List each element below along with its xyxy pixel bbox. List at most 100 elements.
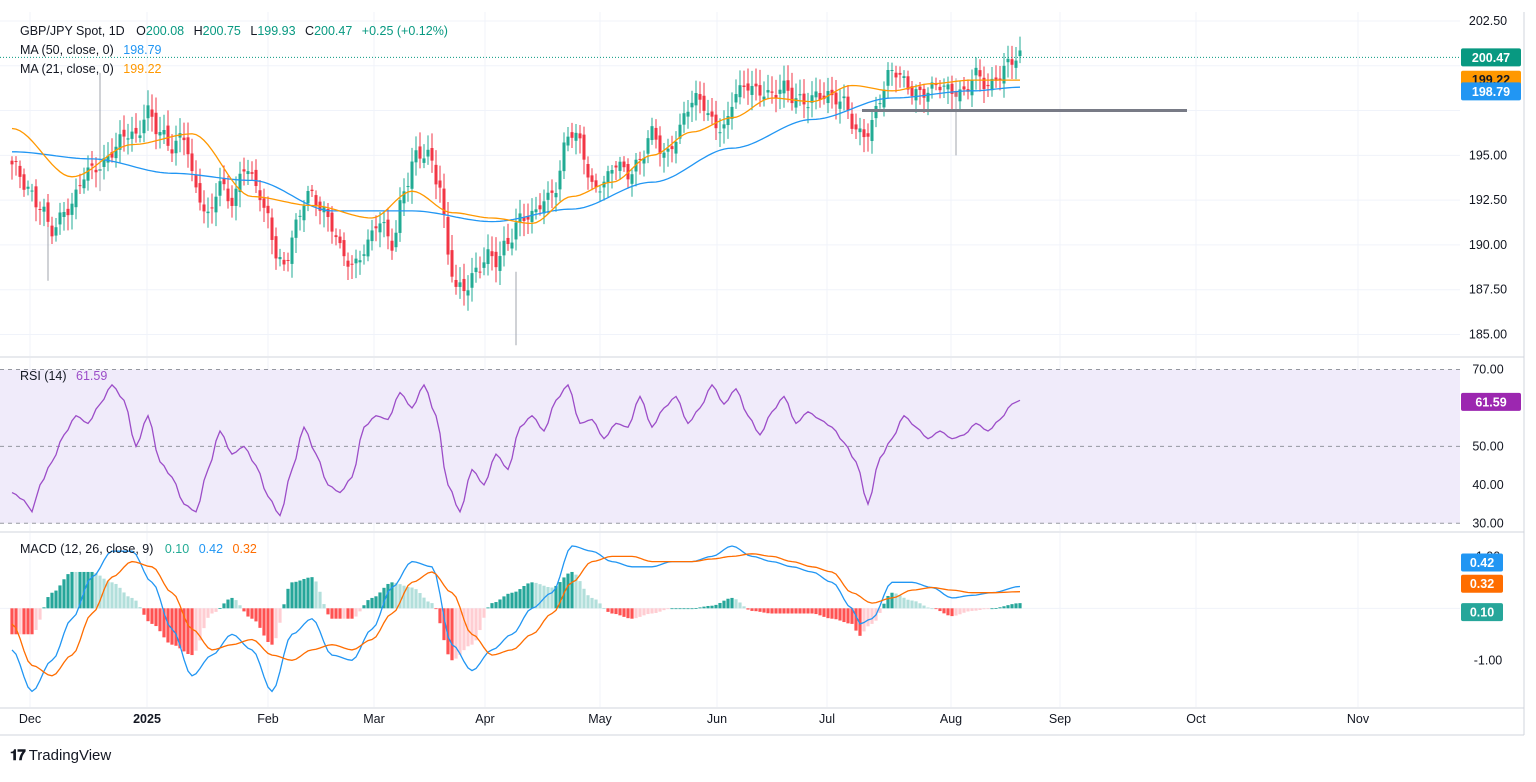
candle-body[interactable]	[502, 240, 506, 256]
candle-body[interactable]	[306, 190, 310, 204]
candle-body[interactable]	[190, 153, 194, 172]
candle-body[interactable]	[962, 86, 966, 90]
candle-body[interactable]	[874, 105, 878, 119]
candle-body[interactable]	[782, 80, 786, 94]
candle-body[interactable]	[542, 201, 546, 214]
candle-body[interactable]	[270, 217, 274, 240]
candle-body[interactable]	[858, 128, 862, 133]
candle-body[interactable]	[226, 188, 230, 202]
candle-body[interactable]	[822, 95, 826, 100]
candle-body[interactable]	[34, 186, 38, 208]
candle-body[interactable]	[754, 83, 758, 87]
candle-body[interactable]	[202, 204, 206, 212]
candle-body[interactable]	[630, 174, 634, 184]
candle-body[interactable]	[110, 152, 114, 158]
candle-body[interactable]	[38, 209, 42, 211]
candle-body[interactable]	[602, 181, 606, 188]
candle-body[interactable]	[1018, 50, 1022, 57]
candle-body[interactable]	[498, 256, 502, 271]
candle-body[interactable]	[210, 207, 214, 209]
candle-body[interactable]	[126, 138, 130, 140]
candle-body[interactable]	[298, 215, 302, 217]
candle-body[interactable]	[534, 209, 538, 213]
candle-body[interactable]	[78, 185, 82, 187]
candle-body[interactable]	[106, 155, 110, 163]
candle-body[interactable]	[586, 164, 590, 178]
candle-body[interactable]	[282, 259, 286, 265]
candle-body[interactable]	[598, 191, 602, 193]
candle-body[interactable]	[442, 188, 446, 215]
candle-body[interactable]	[286, 259, 290, 261]
candle-body[interactable]	[10, 160, 14, 165]
candle-body[interactable]	[998, 78, 1002, 80]
candle-body[interactable]	[14, 161, 18, 163]
candle-body[interactable]	[650, 126, 654, 141]
candle-body[interactable]	[706, 113, 710, 116]
candle-body[interactable]	[646, 138, 650, 154]
candle-body[interactable]	[930, 82, 934, 89]
macd-pane[interactable]	[10, 545, 1022, 693]
candle-body[interactable]	[366, 239, 370, 257]
candle-body[interactable]	[246, 171, 250, 175]
candle-body[interactable]	[130, 131, 134, 139]
candle-body[interactable]	[738, 85, 742, 98]
candle-body[interactable]	[530, 210, 534, 222]
candle-body[interactable]	[230, 197, 234, 206]
candle-body[interactable]	[66, 208, 70, 216]
candle-body[interactable]	[218, 181, 222, 196]
candle-body[interactable]	[402, 191, 406, 204]
candle-body[interactable]	[390, 240, 394, 251]
candle-body[interactable]	[310, 189, 314, 192]
candle-body[interactable]	[434, 164, 438, 185]
candle-body[interactable]	[974, 67, 978, 76]
candle-body[interactable]	[562, 142, 566, 172]
candle-body[interactable]	[810, 95, 814, 103]
candle-body[interactable]	[830, 89, 834, 96]
candle-body[interactable]	[722, 124, 726, 129]
candle-body[interactable]	[702, 95, 706, 111]
candle-body[interactable]	[138, 135, 142, 138]
candle-body[interactable]	[510, 242, 514, 249]
candle-body[interactable]	[798, 94, 802, 96]
candle-body[interactable]	[978, 70, 982, 77]
rsi-pane[interactable]	[0, 369, 1460, 524]
candle-body[interactable]	[790, 87, 794, 104]
candle-body[interactable]	[166, 125, 170, 146]
candle-body[interactable]	[358, 260, 362, 263]
candle-body[interactable]	[54, 227, 58, 236]
candle-body[interactable]	[478, 271, 482, 273]
candle-body[interactable]	[894, 72, 898, 78]
candle-body[interactable]	[326, 208, 330, 217]
candle-body[interactable]	[426, 149, 430, 157]
candle-body[interactable]	[958, 89, 962, 102]
candle-body[interactable]	[150, 109, 154, 117]
candle-body[interactable]	[186, 137, 190, 155]
candle-body[interactable]	[770, 91, 774, 93]
candle-body[interactable]	[666, 148, 670, 152]
candle-body[interactable]	[898, 72, 902, 75]
candle-body[interactable]	[750, 85, 754, 95]
candle-body[interactable]	[362, 254, 366, 256]
candle-body[interactable]	[430, 148, 434, 161]
candle-body[interactable]	[446, 217, 450, 255]
candle-body[interactable]	[494, 251, 498, 268]
candle-body[interactable]	[554, 192, 558, 198]
candle-body[interactable]	[198, 183, 202, 203]
candle-body[interactable]	[414, 150, 418, 163]
candle-body[interactable]	[1010, 59, 1014, 65]
candle-body[interactable]	[394, 232, 398, 248]
candle-body[interactable]	[254, 169, 258, 187]
candle-body[interactable]	[698, 94, 702, 100]
candle-body[interactable]	[682, 113, 686, 125]
candle-body[interactable]	[614, 165, 618, 168]
candle-body[interactable]	[850, 113, 854, 129]
candle-body[interactable]	[62, 212, 66, 217]
candle-body[interactable]	[154, 112, 158, 135]
candle-body[interactable]	[654, 127, 658, 140]
candle-body[interactable]	[550, 190, 554, 193]
candle-body[interactable]	[902, 76, 906, 78]
candle-body[interactable]	[70, 203, 74, 215]
candle-body[interactable]	[250, 172, 254, 174]
candle-body[interactable]	[438, 180, 442, 188]
candle-body[interactable]	[946, 84, 950, 90]
